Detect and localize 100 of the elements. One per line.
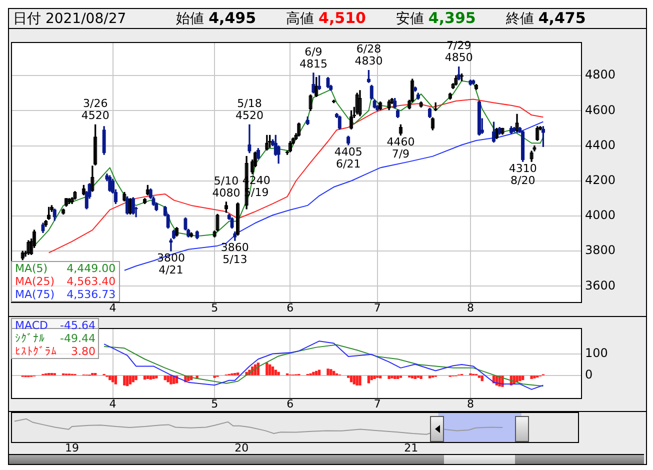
bar	[149, 376, 152, 380]
bar	[318, 370, 321, 376]
bar	[155, 376, 158, 378]
x-tick-label: 6	[286, 397, 294, 410]
bar	[315, 370, 318, 376]
x-tick-label: 21	[404, 441, 418, 454]
bar	[332, 370, 336, 376]
y-tick-label: 4800	[585, 68, 616, 82]
text: MA(75)	[15, 288, 55, 301]
x-tick-label: 6	[286, 301, 294, 314]
annotation: 6/9 4815	[299, 45, 328, 70]
bar	[379, 376, 382, 378]
text: 日付 2021/08/27	[13, 10, 126, 28]
bar	[396, 376, 400, 379]
bar	[394, 376, 396, 379]
x-tick-label: 5	[211, 301, 218, 314]
annotation: 5/18 4520	[235, 97, 264, 122]
x-tick-label: 8	[466, 397, 474, 410]
bar	[352, 376, 356, 384]
bar	[518, 376, 522, 382]
bar	[91, 372, 94, 376]
bar	[388, 376, 390, 379]
bar	[330, 369, 332, 376]
bar	[170, 376, 172, 384]
bar	[277, 372, 280, 376]
bar	[128, 376, 132, 384]
bar	[234, 372, 236, 376]
x-tick-label: 4	[109, 301, 116, 314]
bar	[132, 376, 134, 382]
annotation: 4,449.00	[66, 262, 116, 275]
x-tick-label: 7	[374, 397, 381, 410]
bar	[108, 376, 112, 380]
bar	[414, 376, 417, 379]
bar	[530, 376, 533, 379]
annotation: 3.80	[70, 345, 96, 358]
bar	[480, 376, 484, 382]
series-label: ﾋｽﾄｸﾞﾗﾑ	[15, 345, 57, 358]
bar	[166, 376, 170, 382]
text: 始値 4,495	[176, 9, 256, 28]
bar	[367, 376, 370, 384]
annotation: 4,563.40	[66, 275, 116, 288]
text: 高値 4,510	[286, 9, 366, 28]
text: 終値 4,475	[506, 9, 586, 28]
x-tick-label: 5	[211, 397, 218, 410]
annotation: -49.44	[60, 332, 96, 345]
bar	[126, 376, 129, 386]
annotation: 3800 4/21	[156, 251, 185, 276]
bar	[356, 376, 358, 386]
text: 安値 4,395	[396, 9, 476, 28]
bar	[123, 376, 126, 386]
annotation: 4460 7/9	[386, 136, 415, 161]
bar	[164, 376, 166, 380]
y-tick-label: 4600	[585, 102, 616, 117]
y-tick-label: 0	[585, 368, 593, 382]
annotation: 6/28 4830	[354, 42, 383, 68]
y-tick-label: 4400	[585, 138, 616, 152]
annotation: 5/10 4080	[212, 174, 240, 200]
bar	[522, 376, 524, 380]
bar	[358, 376, 362, 386]
bar	[114, 376, 118, 384]
x-tick-label: 19	[65, 441, 80, 454]
x-tick-label: 8	[466, 301, 474, 314]
bar	[373, 376, 376, 379]
y-tick-label: 3800	[585, 243, 616, 258]
bar	[236, 372, 240, 376]
bar	[326, 368, 330, 376]
bar	[50, 372, 54, 376]
bar	[274, 370, 277, 376]
x-tick-label: 20	[234, 441, 249, 454]
bar	[516, 376, 518, 382]
bar	[146, 376, 150, 379]
bar	[94, 372, 97, 376]
text: MACD	[15, 319, 48, 332]
x-tick-label: 4	[109, 397, 116, 410]
bar	[370, 376, 373, 380]
text: ｼｸﾞﾅﾙ	[15, 332, 45, 345]
bar	[533, 376, 536, 378]
x-tick-label: 7	[374, 301, 381, 314]
annotation: 4310 8/20	[508, 162, 537, 187]
bar	[111, 376, 114, 382]
bar	[268, 364, 272, 376]
annotation: 4405 6/21	[334, 145, 362, 170]
bar	[266, 362, 268, 376]
bar	[152, 376, 155, 379]
y-tick-label: 100	[585, 346, 608, 360]
bar	[350, 376, 353, 382]
annotation: -45.64	[60, 319, 96, 332]
bar	[134, 376, 138, 380]
bar	[390, 376, 394, 378]
y-tick-label: 4000	[585, 208, 616, 222]
text: MA(25)	[15, 275, 55, 288]
bar	[143, 376, 146, 380]
bar	[428, 376, 432, 378]
bar	[47, 372, 50, 376]
bar	[271, 366, 274, 376]
y-tick-label: 4200	[585, 173, 616, 187]
annotation: 3860 5/13	[220, 240, 249, 266]
annotation: 3/26 4520	[81, 97, 110, 122]
annotation: 4,536.73	[66, 288, 116, 301]
bar	[312, 372, 315, 376]
